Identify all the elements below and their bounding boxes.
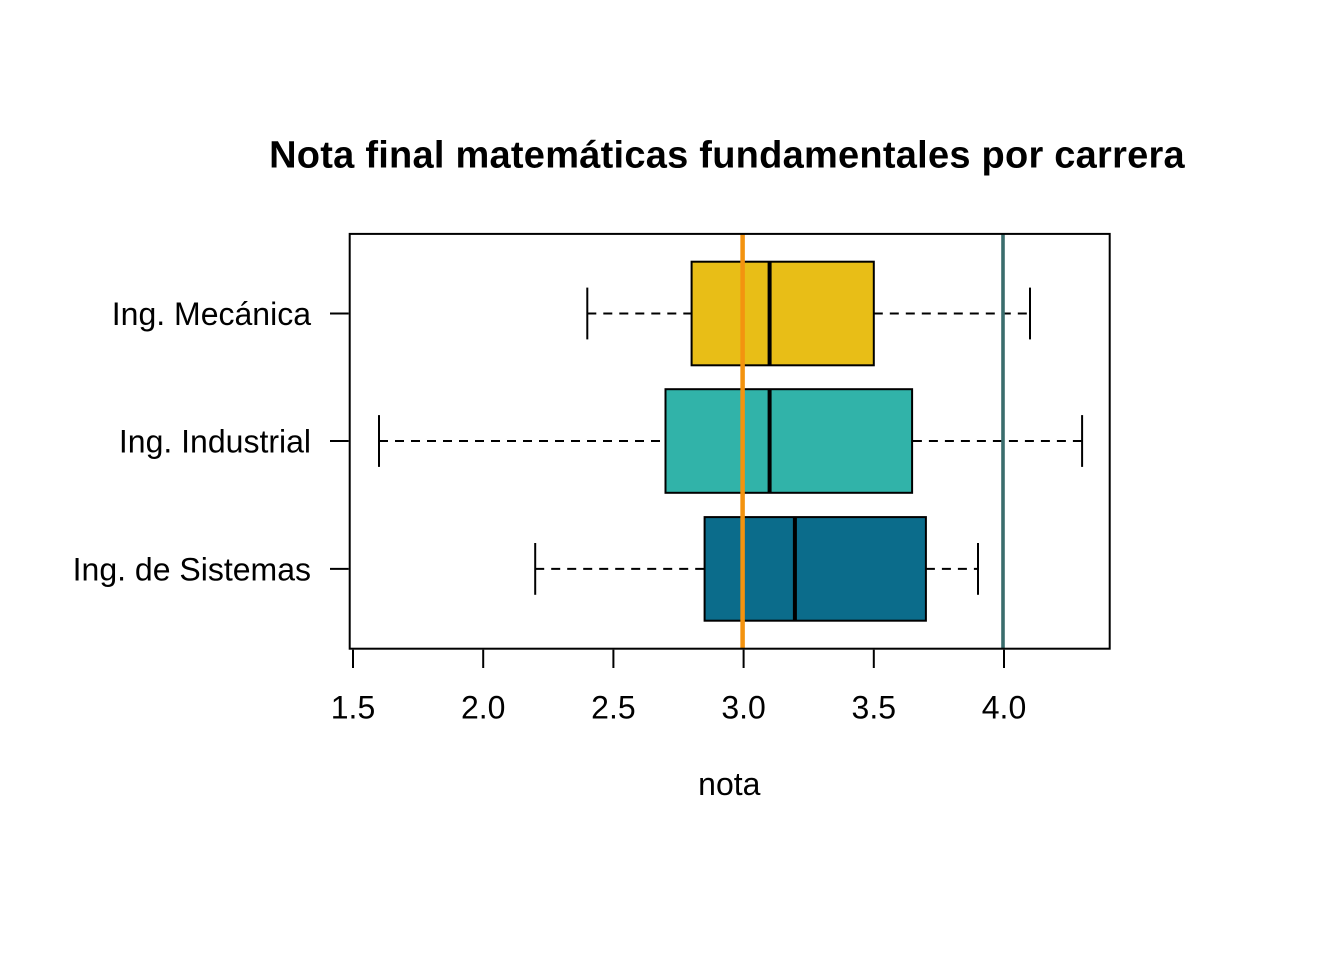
svg-text:2.5: 2.5: [591, 689, 635, 725]
svg-text:Ing. Industrial: Ing. Industrial: [119, 424, 311, 460]
svg-text:nota: nota: [698, 766, 760, 802]
svg-text:4.0: 4.0: [982, 689, 1026, 725]
svg-text:Ing. Mecánica: Ing. Mecánica: [112, 296, 311, 332]
svg-text:Nota final matemáticas fundame: Nota final matemáticas fundamentales por…: [269, 134, 1185, 176]
svg-text:3.5: 3.5: [852, 689, 896, 725]
svg-text:2.0: 2.0: [461, 689, 505, 725]
svg-text:Ing. de Sistemas: Ing. de Sistemas: [73, 551, 311, 587]
svg-text:3.0: 3.0: [721, 689, 765, 725]
svg-text:1.5: 1.5: [331, 689, 375, 725]
